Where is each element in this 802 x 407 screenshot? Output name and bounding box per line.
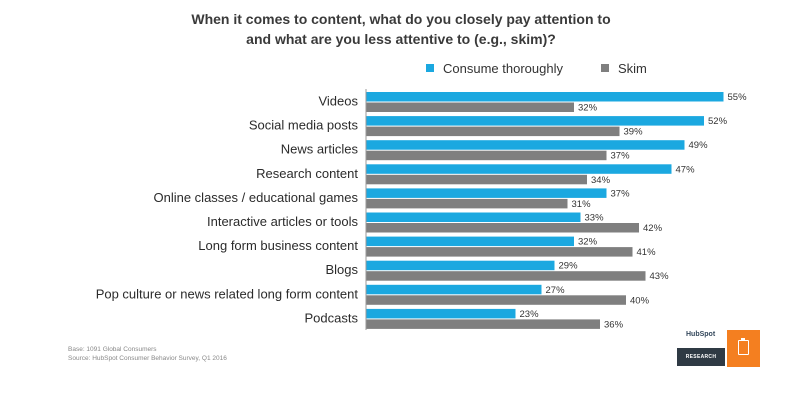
- category-label: Interactive articles or tools: [207, 214, 359, 229]
- clipboard-icon: [727, 330, 760, 367]
- bar-consume: [366, 92, 724, 102]
- bar-consume: [366, 284, 542, 295]
- data-label-skim: 42%: [643, 223, 663, 234]
- data-label-consume: 47%: [676, 164, 696, 175]
- bar-skim: [366, 271, 646, 281]
- research-badge: RESEARCH: [677, 348, 725, 366]
- data-label-skim: 37%: [611, 151, 631, 162]
- data-label-consume: 32%: [578, 237, 598, 248]
- bar-consume: [366, 188, 607, 198]
- chart-title: When it comes to content, what do you cl…: [0, 9, 802, 49]
- chart-title-line-2: and what are you less attentive to (e.g.…: [246, 31, 556, 47]
- data-label-consume: 23%: [520, 309, 540, 320]
- bar-skim: [366, 247, 633, 257]
- legend-label-skim: Skim: [617, 60, 647, 76]
- hubspot-logo: HubSpot: [686, 331, 716, 338]
- data-label-consume: 52%: [708, 116, 728, 127]
- footnote-base: Base: 1091 Global Consumers: [68, 346, 157, 353]
- category-label: Social media posts: [249, 118, 359, 133]
- bar-consume: [366, 212, 581, 222]
- data-label-skim: 39%: [624, 127, 644, 138]
- legend-item-consume: Consume thoroughly: [426, 61, 563, 76]
- data-label-consume: 55%: [728, 92, 748, 103]
- bar-consume: [366, 164, 672, 174]
- data-label-skim: 41%: [637, 247, 657, 258]
- bar-consume: [366, 116, 704, 126]
- data-label-skim: 43%: [650, 271, 670, 282]
- data-label-consume: 29%: [559, 261, 579, 272]
- bar-skim: [366, 102, 574, 112]
- bar-consume: [366, 260, 555, 271]
- bar-skim: [366, 319, 600, 329]
- chart-title-line-1: When it comes to content, what do you cl…: [191, 11, 611, 27]
- bar-skim: [366, 174, 587, 185]
- legend-swatch-consume: [426, 64, 434, 72]
- category-label: Research content: [256, 166, 358, 181]
- data-label-skim: 32%: [578, 103, 598, 114]
- data-label-skim: 31%: [572, 199, 592, 210]
- bar-skim: [366, 126, 620, 137]
- bar-skim: [366, 150, 607, 161]
- bar-consume: [366, 236, 574, 247]
- bar-skim: [366, 223, 639, 233]
- category-label: Blogs: [325, 262, 358, 277]
- data-label-consume: 27%: [546, 285, 566, 296]
- data-label-consume: 49%: [689, 140, 709, 151]
- footnote-source: Source: HubSpot Consumer Behavior Survey…: [68, 355, 227, 362]
- category-label: Pop culture or news related long form co…: [96, 286, 359, 301]
- category-label: Online classes / educational games: [153, 190, 358, 205]
- bar-consume: [366, 140, 685, 150]
- data-label-skim: 36%: [604, 319, 624, 330]
- data-label-consume: 37%: [611, 188, 631, 199]
- legend: Consume thoroughly Skim: [426, 60, 685, 76]
- data-label-skim: 34%: [591, 175, 611, 186]
- data-label-consume: 33%: [585, 213, 605, 224]
- legend-swatch-skim: [600, 64, 609, 72]
- bar-consume: [366, 308, 516, 319]
- legend-label-consume: Consume thoroughly: [443, 60, 563, 76]
- data-label-skim: 40%: [630, 295, 650, 306]
- bar-skim: [366, 295, 626, 305]
- category-label: Podcasts: [305, 310, 359, 325]
- category-label: Long form business content: [198, 238, 358, 253]
- category-label: News articles: [281, 142, 359, 157]
- legend-item-skim: Skim: [600, 60, 647, 76]
- bar-skim: [366, 198, 568, 209]
- category-label: Videos: [318, 94, 358, 109]
